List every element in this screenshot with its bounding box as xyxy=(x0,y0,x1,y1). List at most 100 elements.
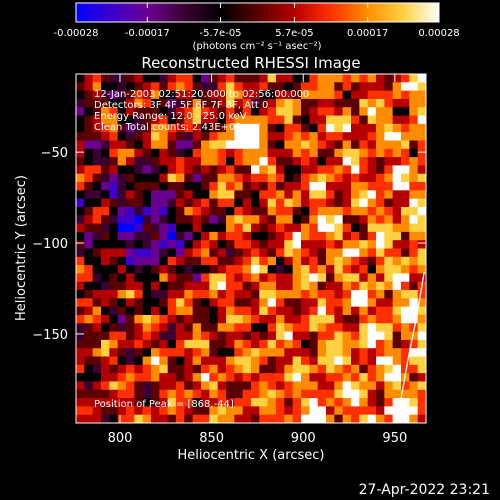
heatmap-cell xyxy=(209,223,219,233)
heatmap-cell xyxy=(392,356,402,366)
heatmap-cell xyxy=(117,198,127,208)
heatmap-cell xyxy=(201,182,210,191)
heatmap-cell xyxy=(101,74,110,83)
heatmap-cell xyxy=(342,165,352,175)
heatmap-cell xyxy=(326,123,335,133)
heatmap-cell xyxy=(142,198,152,208)
heatmap-cell xyxy=(417,223,426,233)
heatmap-cell xyxy=(267,406,277,416)
heatmap-cell xyxy=(76,223,85,233)
heatmap-cell xyxy=(259,90,269,100)
heatmap-cell xyxy=(376,157,385,167)
heatmap-cell xyxy=(259,74,269,83)
heatmap-cell xyxy=(284,248,294,258)
heatmap-cell xyxy=(109,165,119,175)
heatmap-cell xyxy=(301,173,310,183)
heatmap-cell xyxy=(92,406,102,416)
heatmap-cell xyxy=(392,373,402,383)
heatmap-cell xyxy=(92,414,102,423)
heatmap-cell xyxy=(76,248,85,258)
heatmap-cell xyxy=(117,373,127,383)
heatmap-cell xyxy=(242,265,252,275)
heatmap-cell xyxy=(326,298,335,308)
heatmap-cell xyxy=(226,148,235,158)
heatmap-cell xyxy=(376,74,385,83)
heatmap-cell xyxy=(159,348,169,358)
heatmap-cell xyxy=(167,248,177,258)
heatmap-cell xyxy=(117,248,127,258)
heatmap-cell xyxy=(176,356,185,366)
heatmap-cell xyxy=(92,331,102,341)
heatmap-cell xyxy=(117,364,127,374)
heatmap-cell xyxy=(109,215,119,225)
heatmap-cell xyxy=(117,223,127,233)
heatmap-cell xyxy=(292,165,302,175)
heatmap-cell xyxy=(251,256,260,266)
heatmap-cell xyxy=(201,406,210,416)
heatmap-cell xyxy=(92,115,102,125)
heatmap-cell xyxy=(292,223,302,233)
heatmap-cell xyxy=(284,273,294,283)
heatmap-cell xyxy=(92,223,102,233)
heatmap-cell xyxy=(209,148,219,158)
heatmap-cell xyxy=(334,115,344,125)
heatmap-cell xyxy=(367,190,377,200)
heatmap-cell xyxy=(101,290,110,299)
heatmap-cell xyxy=(242,165,252,175)
heatmap-cell xyxy=(226,265,235,275)
heatmap-cell xyxy=(159,90,169,100)
heatmap-cell xyxy=(309,74,319,83)
heatmap-cell xyxy=(334,281,344,291)
heatmap-cell xyxy=(267,206,277,216)
heatmap-cell xyxy=(167,223,177,233)
heatmap-cell xyxy=(117,323,127,333)
heatmap-cell xyxy=(92,356,102,366)
heatmap-cell xyxy=(267,140,277,150)
heatmap-cell xyxy=(359,173,369,183)
heatmap-cell xyxy=(209,323,219,333)
heatmap-cell xyxy=(292,298,302,308)
x-tick-label: 850 xyxy=(199,431,224,446)
heatmap-cell xyxy=(276,281,285,291)
heatmap-cell xyxy=(76,123,85,133)
heatmap-cell xyxy=(342,74,352,83)
heatmap-cell xyxy=(209,389,219,399)
heatmap-cell xyxy=(392,331,402,341)
heatmap-cell xyxy=(334,298,344,308)
heatmap-cell xyxy=(259,364,269,374)
heatmap-cell xyxy=(92,306,102,316)
heatmap-cell xyxy=(251,107,260,117)
heatmap-cell xyxy=(84,290,94,299)
heatmap-cell xyxy=(401,215,410,225)
heatmap-cell xyxy=(84,306,94,316)
heatmap-cell xyxy=(259,298,269,308)
heatmap-cell xyxy=(401,339,410,349)
heatmap-cell xyxy=(259,356,269,366)
heatmap-cell xyxy=(267,398,277,407)
heatmap-cell xyxy=(176,231,185,241)
heatmap-cell xyxy=(151,140,160,150)
heatmap-cell xyxy=(126,265,135,275)
heatmap-cell xyxy=(351,389,360,399)
heatmap-cell xyxy=(309,206,319,216)
heatmap-cell xyxy=(217,323,227,333)
heatmap-cell xyxy=(292,231,302,241)
heatmap-cell xyxy=(126,339,135,349)
heatmap-cell xyxy=(76,298,85,308)
heatmap-cell xyxy=(317,90,327,100)
heatmap-cell xyxy=(267,240,277,250)
heatmap-cell xyxy=(176,173,185,183)
heatmap-cell xyxy=(409,406,419,416)
heatmap-cell xyxy=(92,281,102,291)
heatmap-cell xyxy=(167,115,177,125)
heatmap-cell xyxy=(217,256,227,266)
heatmap-cell xyxy=(126,364,135,374)
heatmap-cell xyxy=(309,298,319,308)
heatmap-cell xyxy=(251,123,260,133)
heatmap-cell xyxy=(101,381,110,391)
heatmap-cell xyxy=(417,323,426,333)
heatmap-cell xyxy=(126,356,135,366)
heatmap-cell xyxy=(217,157,227,167)
heatmap-cell xyxy=(367,215,377,225)
heatmap-cell xyxy=(101,406,110,416)
